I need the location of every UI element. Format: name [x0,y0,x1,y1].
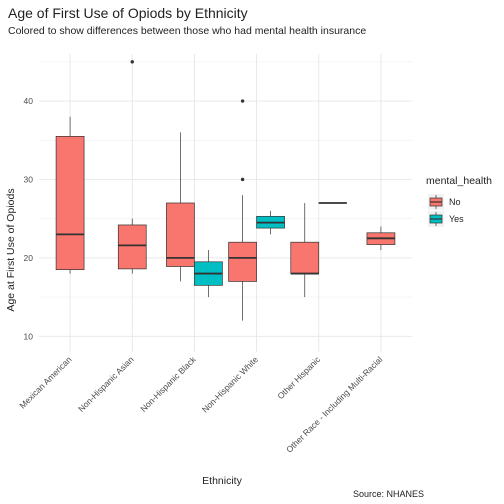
box-body [228,241,257,282]
box-body [55,135,85,271]
box-body [166,202,195,267]
box-body [117,224,147,270]
plot-boxes [55,60,396,321]
outlier-point [130,60,134,64]
chart-caption: Source: NHANES [353,489,424,499]
legend-entry-no: No [428,194,461,210]
box-no-non-hispanic-black [166,132,195,282]
x-axis-title: Ethnicity [202,475,242,487]
legend-label: No [449,197,461,207]
y-tick-label: 30 [24,174,34,184]
legend-entry-yes: Yes [428,211,464,227]
outlier-point [240,177,245,182]
y-axis-title: Age at First Use of Opiods [5,188,17,311]
legend-title: mental_health [426,175,492,187]
y-axis-ticks: 10 20 30 40 [24,96,34,341]
legend-label: Yes [449,214,464,224]
x-tick-label: Other Hispanic [275,354,322,401]
legend: mental_health No Yes [426,175,492,227]
plot-grid [39,54,412,352]
x-tick-label: Non-Hispanic White [200,354,260,414]
x-tick-label: Non-Hispanic Black [138,354,198,414]
outlier-point [240,99,245,103]
x-tick-label: Mexican American [17,354,73,410]
y-tick-label: 10 [24,331,34,341]
box-no-other-hispanic [290,203,320,298]
box-no-non-hispanic-white [228,99,257,321]
box-yes-non-hispanic-black [194,250,223,298]
chart-title: Age of First Use of Opiods by Ethnicity [8,5,248,21]
x-tick-label: Non-Hispanic Asian [76,354,136,414]
box-no-other-race-including-multi-racial [366,226,396,251]
box-no-non-hispanic-asian [117,60,147,274]
chart-subtitle: Colored to show differences between thos… [8,25,366,37]
y-tick-label: 40 [24,96,34,106]
box-no-mexican-american [55,116,85,274]
box-yes-non-hispanic-white [256,210,285,235]
y-tick-label: 20 [24,253,34,263]
box-body [290,241,320,274]
x-axis-ticks: Mexican American Non-Hispanic Asian Non-Hi… [17,354,384,455]
